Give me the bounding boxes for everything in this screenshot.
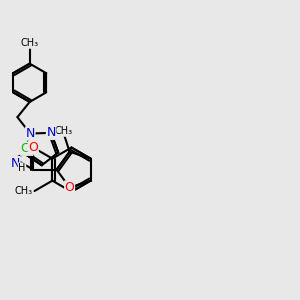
Text: O: O [65,181,74,194]
Text: N: N [11,157,20,169]
Text: N: N [26,127,35,140]
Text: H: H [18,163,26,173]
Text: CH₃: CH₃ [55,126,73,136]
Text: O: O [28,141,38,154]
Text: CH₃: CH₃ [21,38,39,48]
Text: CH₃: CH₃ [15,186,33,196]
Text: Cl: Cl [21,142,33,155]
Text: N: N [46,126,56,139]
